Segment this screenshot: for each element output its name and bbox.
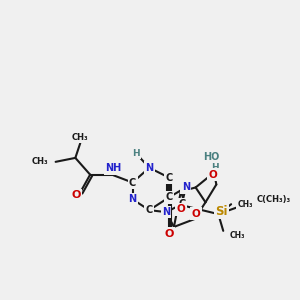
Text: CH₃: CH₃	[238, 200, 253, 209]
Text: CH₃: CH₃	[229, 231, 245, 240]
Text: C: C	[178, 199, 185, 209]
Text: O: O	[192, 209, 200, 219]
Text: C: C	[165, 192, 172, 202]
Text: C: C	[129, 178, 136, 188]
Text: NH: NH	[105, 163, 122, 173]
Text: N: N	[145, 163, 153, 173]
Text: N: N	[128, 194, 136, 204]
Text: N: N	[162, 207, 170, 217]
Text: C: C	[146, 205, 153, 215]
Text: N: N	[182, 182, 190, 193]
Text: O: O	[71, 190, 80, 200]
Text: O: O	[208, 170, 217, 180]
Text: C: C	[165, 172, 172, 183]
Text: O: O	[164, 229, 174, 239]
Text: HO: HO	[203, 152, 219, 162]
Text: H: H	[132, 149, 140, 158]
Text: C(CH₃)₃: C(CH₃)₃	[256, 195, 290, 204]
Text: O: O	[176, 204, 185, 214]
Text: CH₃: CH₃	[72, 133, 88, 142]
Text: Si: Si	[215, 205, 227, 218]
Text: CH₃: CH₃	[32, 157, 48, 166]
Text: H: H	[211, 163, 219, 172]
